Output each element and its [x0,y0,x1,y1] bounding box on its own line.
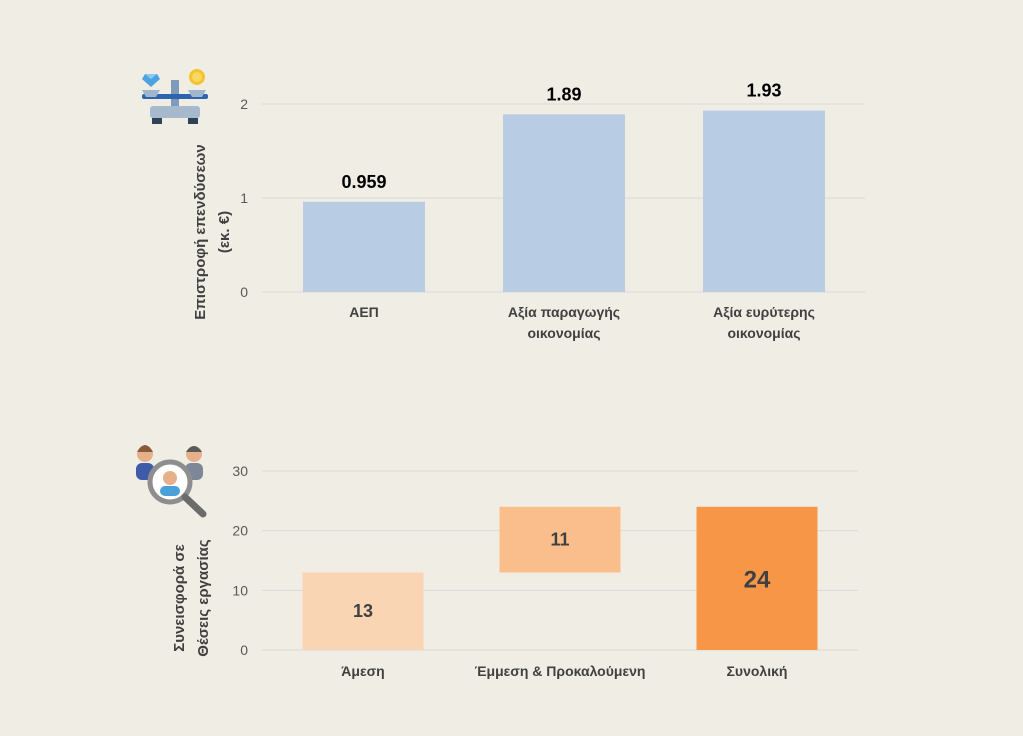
data-label: 1.93 [746,81,781,101]
y-tick-label: 30 [232,463,248,479]
y-tick-label: 10 [232,582,248,598]
y-axis-title-line: Θέσεις εργασίας [195,539,212,657]
y-axis-title-line: Επιστροφή επενδύσεων [192,144,209,319]
data-label: 24 [744,566,771,593]
y-tick-label: 1 [240,190,248,206]
x-category-label: Αξία ευρύτερης [713,304,815,320]
y-tick-label: 0 [240,642,248,658]
bar [696,506,818,650]
x-category-label: οικονομίας [727,325,800,341]
data-label: 13 [353,601,373,621]
employment-contribution-chart: 0 10 20 30 13 11 24 Άμεση Έμμεση & Προκαλούμενη Σ… [171,463,858,679]
data-label: 1.89 [546,84,581,104]
x-category-label: ΑΕΠ [349,304,379,320]
bar [499,506,621,573]
x-category-label: οικονομίας [527,325,600,341]
x-category-label: Έμμεση & Προκαλούμενη [475,663,646,679]
y-tick-label: 20 [232,523,248,539]
bar [302,572,424,650]
bar [703,110,825,292]
people-search-icon [136,445,207,518]
y-tick-label: 2 [240,96,248,112]
data-label: 11 [550,530,569,550]
x-category-label: Άμεση [341,663,384,679]
investment-return-chart: 0 1 2 0.959 1.89 1.93 ΑΕΠ Αξία παραγωγής οικονομ… [192,81,865,341]
bar [503,114,625,292]
balance-scale-icon [142,69,208,124]
x-category-label: Αξία παραγωγής [508,304,620,320]
y-axis-title-line: Συνεισφορά σε [171,544,188,652]
y-axis-title: Συνεισφορά σε Θέσεις εργασίας [171,539,212,657]
x-category-label: Συνολική [727,663,788,679]
bar [303,201,425,292]
y-axis-title-line: (εκ. €) [216,211,233,253]
y-axis-title: Επιστροφή επενδύσεων (εκ. €) [192,144,233,319]
y-tick-label: 0 [240,284,248,300]
data-label: 0.959 [341,172,386,192]
